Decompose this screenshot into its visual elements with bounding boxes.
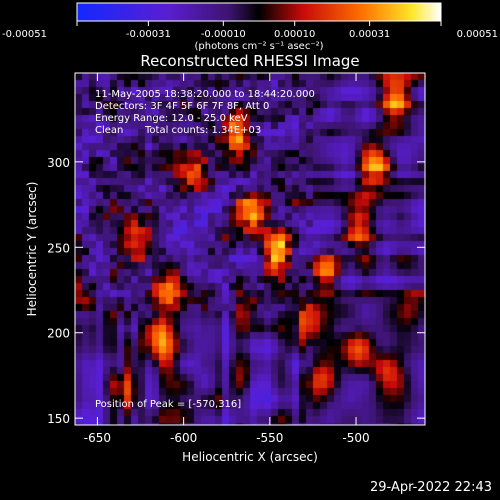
annotation-energy-range: Energy Range: 12.0 - 25.0 keV xyxy=(95,113,248,124)
footer-date: 29-Apr-2022 22:43 xyxy=(370,480,492,495)
colorbar-unit-label: (photons cm⁻² s⁻¹ asec⁻²) xyxy=(194,41,323,52)
colorbar-tick-label: 0.00031 xyxy=(349,29,390,40)
colorbar-tick-label: -0.00051 xyxy=(2,29,47,40)
y-tick-label: 200 xyxy=(47,327,70,341)
x-tick-label: -650 xyxy=(84,431,111,445)
annotation-detectors: Detectors: 3F 4F 5F 6F 7F 8F, Att 0 xyxy=(95,101,269,112)
y-tick-label: 150 xyxy=(47,412,70,426)
annotation-algorithm: Clean xyxy=(95,125,123,136)
colorbar xyxy=(77,3,441,21)
x-tick-label: -600 xyxy=(170,431,197,445)
colorbar-frame xyxy=(76,2,442,22)
annotation-time-range: 11-May-2005 18:38:20.000 to 18:44:20.000 xyxy=(95,89,315,100)
chart-title: Reconstructed RHESSI Image xyxy=(140,52,360,70)
annotation-peak-position: Position of Peak = [-570,316] xyxy=(95,399,241,410)
y-tick-label: 300 xyxy=(47,156,70,170)
colorbar-tick-label: -0.00010 xyxy=(201,29,246,40)
x-tick-label: -500 xyxy=(342,431,369,445)
heatmap-image xyxy=(75,73,425,425)
y-axis-label: Heliocentric Y (arcsec) xyxy=(25,182,39,317)
y-tick-label: 250 xyxy=(47,241,70,255)
colorbar-tick-label: 0.00051 xyxy=(457,29,498,40)
x-tick-label: -550 xyxy=(256,431,283,445)
colorbar-axis: -0.00051 -0.00031 -0.00010 0.00010 0.00031 0.… xyxy=(2,2,498,52)
plot-frame xyxy=(74,72,426,426)
annotation-total-counts: Total counts: 1.34E+03 xyxy=(144,125,261,136)
x-axis-label: Heliocentric X (arcsec) xyxy=(182,450,318,464)
colorbar-tick-label: 0.00010 xyxy=(274,29,315,40)
colorbar-tick-label: -0.00031 xyxy=(126,29,171,40)
